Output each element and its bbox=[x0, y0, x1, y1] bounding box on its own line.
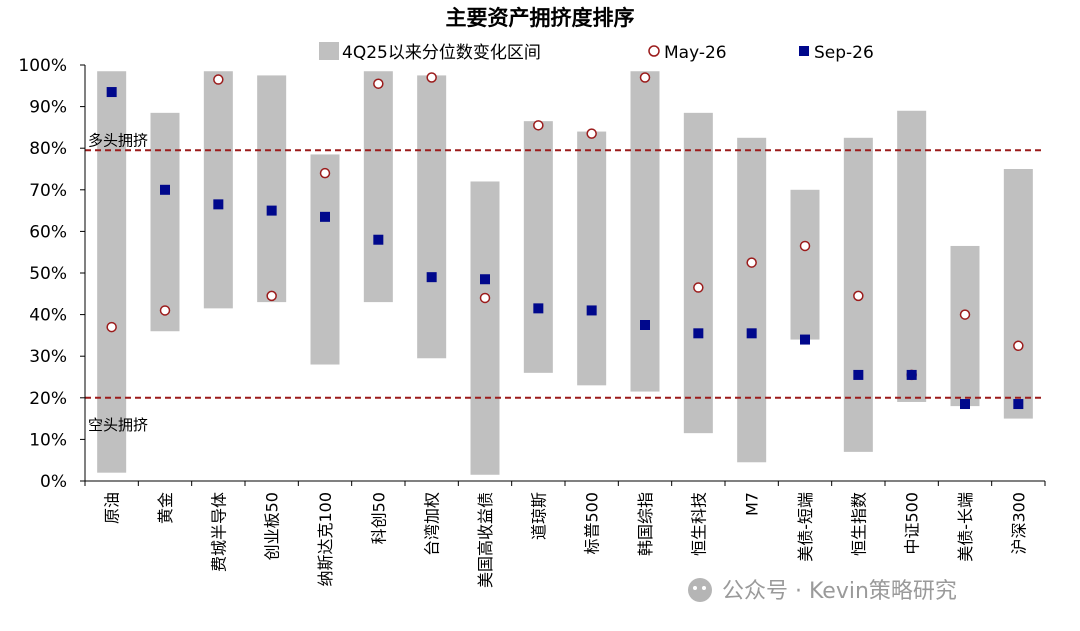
x-category-label: 美债-长端 bbox=[956, 492, 975, 562]
sep-marker bbox=[640, 320, 650, 330]
legend-label-range: 4Q25以来分位数变化区间 bbox=[342, 43, 541, 63]
range-bar bbox=[1003, 169, 1033, 419]
y-tick-label: 10% bbox=[29, 430, 67, 450]
range-bar bbox=[417, 75, 447, 359]
may-marker bbox=[106, 321, 117, 333]
may-marker bbox=[426, 72, 437, 83]
legend-label-may: May-26 bbox=[664, 43, 727, 63]
legend-swatch-range bbox=[319, 42, 339, 60]
may-marker bbox=[319, 167, 331, 179]
sep-marker bbox=[960, 399, 970, 410]
y-tick-label: 70% bbox=[29, 181, 67, 201]
range-bar bbox=[630, 71, 660, 392]
sep-marker bbox=[320, 211, 330, 222]
y-tick-label: 100% bbox=[18, 56, 67, 76]
range-bar bbox=[737, 137, 767, 463]
x-category-label: 纳斯达克100 bbox=[316, 492, 335, 587]
may-marker bbox=[159, 305, 171, 316]
watermark-text: 公众号 · Kevin策略研究 bbox=[722, 579, 957, 604]
y-tick-label: 50% bbox=[29, 264, 67, 284]
x-category-label: 恒生指数 bbox=[849, 492, 868, 556]
range-bar bbox=[790, 189, 820, 340]
range-bar bbox=[310, 154, 340, 365]
reference-line-label: 空头拥挤 bbox=[88, 416, 148, 434]
x-category-label: 创业板50 bbox=[263, 492, 282, 560]
sep-marker bbox=[1013, 399, 1024, 410]
chart-title: 主要资产拥挤度排序 bbox=[446, 6, 635, 30]
y-tick-label: 40% bbox=[29, 306, 67, 326]
x-category-label: 美国高收益债 bbox=[476, 492, 495, 588]
sep-marker bbox=[106, 87, 117, 98]
range-bar bbox=[950, 245, 980, 407]
wechat-icon bbox=[688, 578, 712, 602]
may-marker bbox=[1013, 340, 1024, 352]
sep-marker bbox=[426, 272, 437, 283]
sep-marker bbox=[373, 234, 384, 245]
range-bar bbox=[257, 75, 287, 303]
x-category-label: M7 bbox=[743, 492, 762, 516]
may-marker bbox=[639, 72, 651, 83]
legend-marker-sep bbox=[799, 46, 809, 56]
may-marker bbox=[533, 120, 544, 131]
legend-label-sep: Sep-26 bbox=[814, 43, 874, 63]
x-category-label: 黄金 bbox=[156, 492, 175, 524]
y-tick-label: 90% bbox=[29, 98, 67, 118]
may-marker bbox=[799, 240, 811, 252]
may-marker bbox=[586, 128, 597, 139]
range-bar bbox=[363, 71, 393, 303]
x-category-label: 中证500 bbox=[903, 492, 922, 555]
range-bar bbox=[897, 110, 927, 402]
range-bar bbox=[683, 112, 713, 434]
may-marker bbox=[853, 290, 864, 302]
x-category-label: 标普500 bbox=[583, 492, 602, 555]
may-marker bbox=[479, 292, 491, 304]
sep-marker bbox=[586, 305, 597, 316]
x-category-label: 科创50 bbox=[369, 492, 388, 544]
watermark: 公众号 · Kevin策略研究 bbox=[688, 578, 957, 604]
x-category-label: 台湾加权 bbox=[423, 492, 442, 556]
sep-marker bbox=[533, 303, 544, 314]
y-tick-label: 20% bbox=[29, 389, 67, 409]
reference-line-label: 多头拥挤 bbox=[88, 131, 148, 149]
y-tick-label: 80% bbox=[29, 139, 67, 159]
range-bar bbox=[523, 121, 553, 373]
x-category-label: 韩国综指 bbox=[636, 492, 655, 556]
may-marker bbox=[266, 290, 277, 302]
y-tick-label: 0% bbox=[40, 472, 67, 492]
sep-marker bbox=[266, 205, 277, 216]
sep-marker bbox=[160, 184, 170, 195]
may-marker bbox=[693, 282, 704, 293]
x-category-label: 恒生科技 bbox=[689, 492, 708, 556]
x-category-label: 原油 bbox=[103, 492, 122, 524]
legend: 4Q25以来分位数变化区间 May-26 Sep-26 bbox=[319, 42, 874, 63]
sep-marker bbox=[800, 334, 810, 345]
may-marker bbox=[746, 257, 757, 268]
x-category-label: 沪深300 bbox=[1009, 492, 1028, 555]
y-tick-label: 60% bbox=[29, 222, 67, 242]
sep-marker bbox=[213, 199, 224, 210]
wechat-icon-eye-right bbox=[702, 586, 706, 590]
range-bar bbox=[203, 71, 233, 309]
sep-marker bbox=[480, 274, 490, 285]
x-category-label: 美债-短端 bbox=[796, 492, 815, 562]
sep-marker bbox=[906, 369, 917, 380]
range-bar bbox=[577, 131, 607, 386]
range-bar bbox=[97, 71, 127, 473]
sep-marker bbox=[746, 328, 757, 339]
range-bar bbox=[470, 181, 500, 475]
legend-marker-may bbox=[648, 45, 660, 57]
wechat-icon-eye-left bbox=[693, 586, 697, 590]
may-marker bbox=[373, 78, 384, 89]
y-tick-label: 30% bbox=[29, 347, 67, 367]
x-category-label: 费城半导体 bbox=[209, 492, 228, 572]
range-bar bbox=[150, 112, 180, 332]
may-marker bbox=[213, 74, 224, 85]
sep-marker bbox=[693, 328, 704, 339]
x-category-label: 道琼斯 bbox=[529, 492, 548, 540]
sep-marker bbox=[853, 369, 864, 380]
may-marker bbox=[959, 309, 971, 320]
